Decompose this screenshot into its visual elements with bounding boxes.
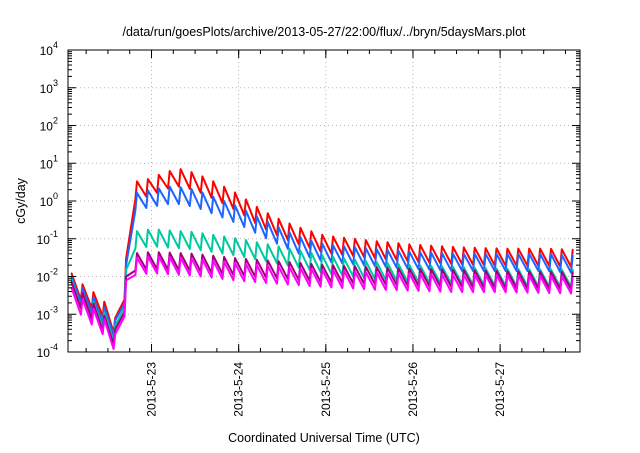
series-line	[70, 255, 574, 350]
y-tick-label: 10-1	[37, 229, 58, 247]
series-line	[70, 168, 574, 334]
y-tick-label: 10-2	[37, 267, 58, 285]
y-tick-label: 10-3	[37, 304, 58, 322]
y-tick-label: 100	[40, 191, 58, 209]
x-axis-label: Coordinated Universal Time (UTC)	[228, 431, 420, 445]
x-tick-label: 2013-5-24	[232, 362, 246, 417]
y-tick-label: 101	[40, 153, 58, 171]
series-line	[70, 185, 574, 337]
x-tick-label: 2013-5-26	[406, 362, 420, 417]
y-tick-label: 10-4	[37, 342, 58, 360]
grid-lines	[68, 50, 580, 352]
y-tick-label: 103	[40, 78, 58, 96]
x-axis-ticks: 2013-5-23 2013-5-24 2013-5-25 2013-5-26 2013…	[85, 50, 566, 417]
x-tick-label: 2013-5-27	[493, 362, 507, 417]
y-axis-label: cGy/day	[14, 177, 28, 224]
y-tick-label: 104	[40, 40, 58, 58]
x-tick-label: 2013-5-25	[319, 362, 333, 417]
y-tick-label: 102	[40, 116, 58, 134]
chart-title: /data/run/goesPlots/archive/2013-05-27/2…	[122, 25, 526, 39]
x-tick-label: 2013-5-23	[145, 362, 159, 417]
data-series	[70, 168, 574, 350]
series-line	[70, 228, 574, 342]
